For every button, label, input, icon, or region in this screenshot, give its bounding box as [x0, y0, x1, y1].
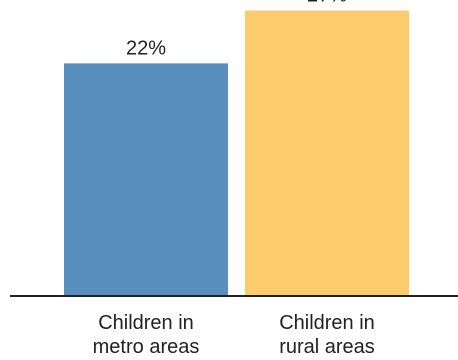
- data-label-2: 27%: [307, 0, 347, 7]
- category-label-2-line-2: rural areas: [279, 336, 375, 355]
- category-label-1-line-1: Children in: [98, 312, 194, 334]
- bar-1: [64, 63, 228, 297]
- bar-2: [245, 10, 409, 296]
- category-label-1-line-2: metro areas: [93, 336, 200, 355]
- category-label-2-line-1: Children in: [279, 312, 375, 334]
- data-label-1: 22%: [126, 37, 166, 59]
